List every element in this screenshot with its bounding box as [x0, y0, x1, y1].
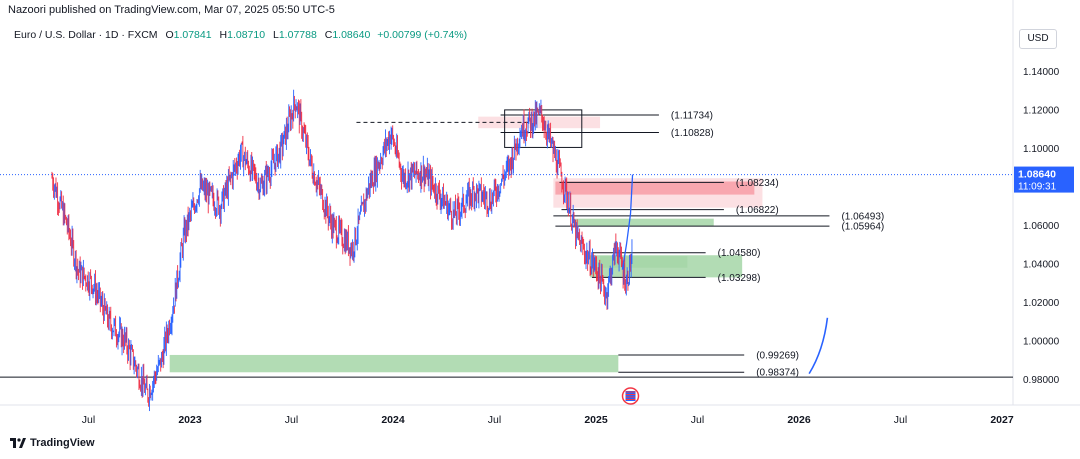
x-tick-label: Jul — [82, 414, 95, 426]
publisher-line: Nazoori published on TradingView.com, Ma… — [8, 4, 335, 16]
symbol-legend: Euro / U.S. Dollar · 1D · FXCM O1.07841 … — [14, 29, 467, 41]
x-tick-label: 2023 — [178, 414, 202, 426]
y-tick-label: 1.06000 — [1023, 221, 1060, 232]
change-value: +0.00799 (+0.74%) — [377, 29, 468, 41]
x-tick-label: 2024 — [381, 414, 405, 426]
y-tick-label: 1.04000 — [1023, 259, 1060, 270]
tradingview-logo-icon — [10, 438, 26, 448]
level-label: (1.06493) — [841, 211, 884, 222]
level-label: (1.04580) — [718, 248, 761, 259]
low-value: 1.07788 — [278, 29, 317, 41]
y-tick-label: 0.98000 — [1023, 375, 1060, 386]
x-tick-label: Jul — [488, 414, 501, 426]
current-price-text: 1.08640 — [1018, 169, 1056, 181]
level-label: (1.05964) — [841, 222, 884, 233]
green-zone — [169, 354, 619, 373]
close-label: C — [324, 29, 333, 41]
y-tick-label: 1.02000 — [1023, 298, 1060, 309]
green-zone — [573, 218, 714, 227]
candles-group — [51, 89, 633, 412]
projection-curve — [808, 317, 829, 375]
x-tick-label: Jul — [894, 414, 907, 426]
close-value: 1.08640 — [332, 29, 371, 41]
tradingview-name: TradingView — [30, 437, 95, 449]
x-tick-label: 2027 — [990, 414, 1014, 426]
x-tick-label: 2025 — [584, 414, 608, 426]
currency-button[interactable]: USD — [1019, 29, 1057, 49]
open-label: O — [165, 29, 174, 41]
y-tick-label: 1.10000 — [1023, 144, 1060, 155]
red-zone — [555, 181, 755, 195]
high-label: H — [219, 29, 228, 41]
breakout-candle — [621, 174, 634, 270]
x-tick-label: Jul — [691, 414, 704, 426]
tradingview-brand: TradingView — [10, 437, 95, 449]
high-value: 1.08710 — [227, 29, 266, 41]
level-label: (1.08234) — [736, 178, 779, 189]
symbol-name[interactable]: Euro / U.S. Dollar · 1D · FXCM — [14, 29, 158, 41]
price-badge — [1014, 166, 1074, 193]
x-tick-label: Jul — [285, 414, 298, 426]
pink-zone — [478, 116, 601, 129]
flag-icon — [625, 391, 636, 401]
y-tick-label: 1.00000 — [1023, 336, 1060, 347]
level-label: (0.99269) — [756, 350, 799, 361]
open-value: 1.07841 — [173, 29, 212, 41]
x-tick-label: 2026 — [787, 414, 811, 426]
level-label: (0.98374) — [756, 368, 799, 379]
low-label: L — [273, 29, 279, 41]
level-label: (1.03298) — [718, 273, 761, 284]
level-label: (1.06822) — [736, 205, 779, 216]
countdown-text: 11:09:31 — [1018, 182, 1057, 193]
range-box — [504, 109, 583, 148]
y-tick-label: 1.12000 — [1023, 105, 1060, 116]
level-label: (1.11734) — [671, 111, 713, 122]
y-tick-label: 1.14000 — [1023, 67, 1060, 78]
green-zone — [600, 256, 688, 268]
level-label: (1.10828) — [671, 128, 714, 139]
